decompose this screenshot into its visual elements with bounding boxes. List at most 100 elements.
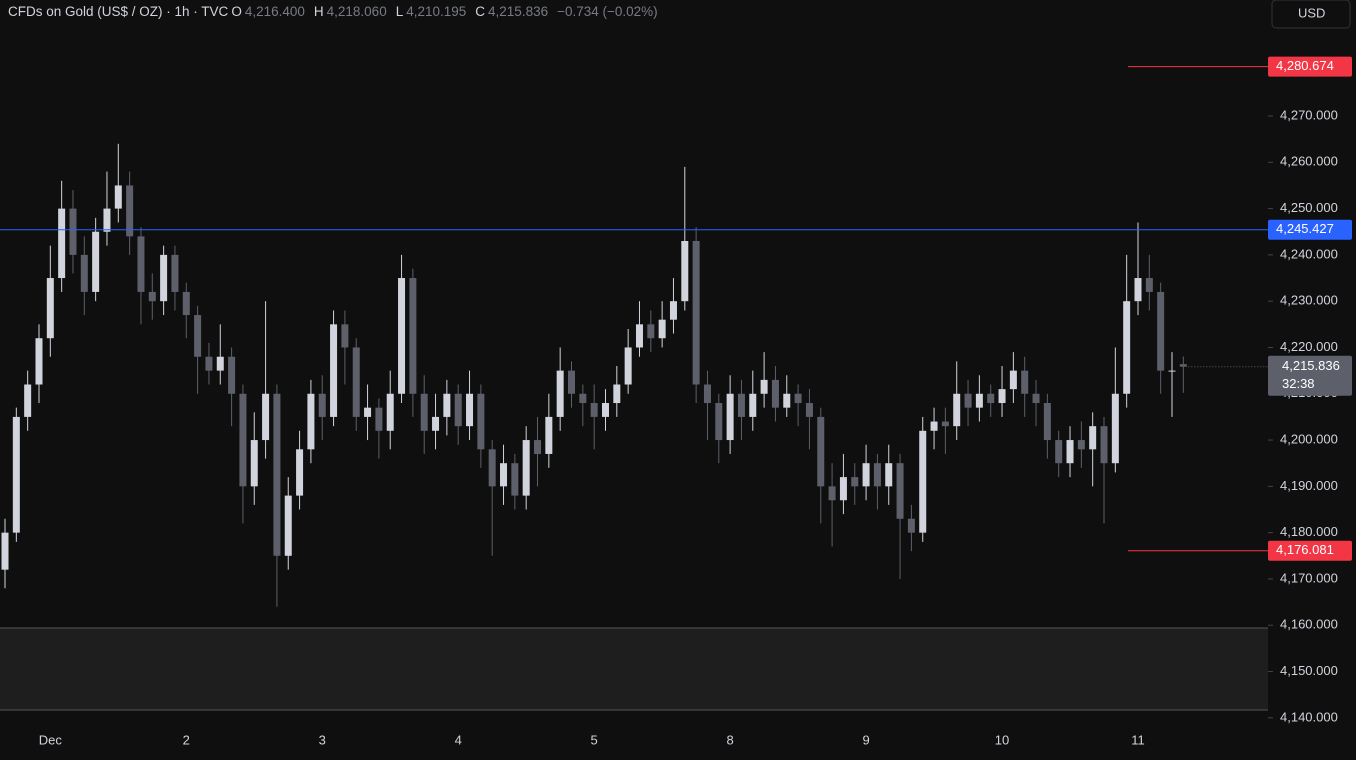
y-tick-label: 4,180.000 <box>1280 524 1338 539</box>
currency-box[interactable] <box>1271 0 1351 29</box>
candle-body <box>364 407 372 417</box>
last-price-label: 4,215.836 <box>1282 358 1340 373</box>
c-label: C <box>475 4 486 19</box>
y-tick-label: 4,250.000 <box>1280 200 1338 215</box>
candle-body <box>273 393 281 556</box>
candle-body <box>432 416 440 431</box>
candle-body <box>262 393 270 441</box>
candle-body <box>24 384 32 417</box>
level-tag <box>1268 540 1352 561</box>
legend-header: CFDs on Gold (US$ / OZ) · 1h · TVC O 4,21… <box>8 4 664 19</box>
candle-body <box>330 324 338 417</box>
candle-body <box>862 463 870 487</box>
candle-body <box>1100 426 1108 464</box>
candle-body <box>1077 440 1085 450</box>
candle-body <box>534 440 542 454</box>
candle-body <box>454 393 462 427</box>
candle-body <box>771 379 779 408</box>
change: −0.734 (−0.02%) <box>557 4 658 19</box>
candle-body <box>726 393 734 441</box>
l-value: 4,210.195 <box>406 4 467 19</box>
candle-body <box>885 463 893 487</box>
candle-body <box>817 416 825 487</box>
y-tick-label: 4,200.000 <box>1280 431 1338 446</box>
candle-body <box>307 393 315 450</box>
candle-body <box>386 393 394 431</box>
h-label: H <box>313 4 324 19</box>
candle-body <box>171 254 179 292</box>
candle-body <box>182 291 190 316</box>
h-value: 4,218.060 <box>326 4 387 19</box>
candle-body <box>205 356 213 371</box>
candle-body <box>737 393 745 417</box>
candle-body <box>749 393 757 417</box>
candle-body <box>58 208 66 279</box>
candle-body <box>851 477 859 487</box>
candle-body <box>601 403 609 417</box>
candle-body <box>556 370 564 417</box>
candle-body <box>1089 426 1097 450</box>
level-tag <box>1268 219 1352 240</box>
candle-body <box>1157 291 1165 371</box>
candle-body <box>341 324 349 348</box>
candle-body <box>975 393 983 408</box>
candle-body <box>1066 440 1074 464</box>
candle-body <box>522 440 530 496</box>
candle-body <box>658 319 666 339</box>
currency: USD <box>1298 5 1325 20</box>
candle-body <box>80 254 88 292</box>
candle-body <box>318 393 326 417</box>
candle-body <box>511 463 519 496</box>
candle-body <box>896 463 904 519</box>
candle-body <box>907 518 915 533</box>
candle-body <box>635 324 643 348</box>
candle-body <box>1009 370 1017 390</box>
y-tick-label: 4,150.000 <box>1280 663 1338 678</box>
candle-body <box>1021 370 1029 394</box>
candle-body <box>1168 370 1176 372</box>
candle-body <box>420 393 428 431</box>
candle-body <box>624 347 632 385</box>
level-label: 4,245.427 <box>1276 221 1334 236</box>
candle-body <box>239 393 247 487</box>
candle-body <box>1043 403 1051 441</box>
y-tick-label: 4,240.000 <box>1280 246 1338 261</box>
candle-body <box>35 338 43 385</box>
x-tick-label: 10 <box>995 732 1009 747</box>
candle-body <box>443 393 451 417</box>
candle-body <box>1179 364 1187 367</box>
x-tick-label: 8 <box>727 732 734 747</box>
x-tick-label: 9 <box>862 732 869 747</box>
candle-body <box>568 370 575 394</box>
candle-body <box>953 393 961 427</box>
candle-body <box>987 393 995 404</box>
candle-body <box>839 477 847 501</box>
candle-body <box>12 416 20 533</box>
candle-body <box>160 254 168 302</box>
candle-body <box>148 291 156 302</box>
candle-body <box>466 393 474 427</box>
o-label: O <box>231 4 242 19</box>
y-tick-label: 4,270.000 <box>1280 107 1338 122</box>
candle-body <box>488 449 496 487</box>
candle-body <box>941 421 949 427</box>
candle-body <box>703 384 711 404</box>
candle-body <box>794 393 802 404</box>
last-price-tag <box>1268 355 1352 396</box>
candle-body <box>103 208 111 232</box>
candle-body <box>114 185 122 209</box>
candle-body <box>783 393 791 408</box>
candle-body <box>930 421 938 431</box>
candle-body <box>647 324 655 339</box>
candle-body <box>715 403 723 441</box>
y-tick-label: 4,160.000 <box>1280 617 1338 632</box>
candle-body <box>500 463 508 487</box>
candle-body <box>998 389 1006 404</box>
candle-body <box>590 403 598 417</box>
candle-body <box>1134 278 1142 302</box>
candle-body <box>545 416 553 454</box>
x-tick-label: 2 <box>183 732 190 747</box>
o-value: 4,216.400 <box>244 4 305 19</box>
